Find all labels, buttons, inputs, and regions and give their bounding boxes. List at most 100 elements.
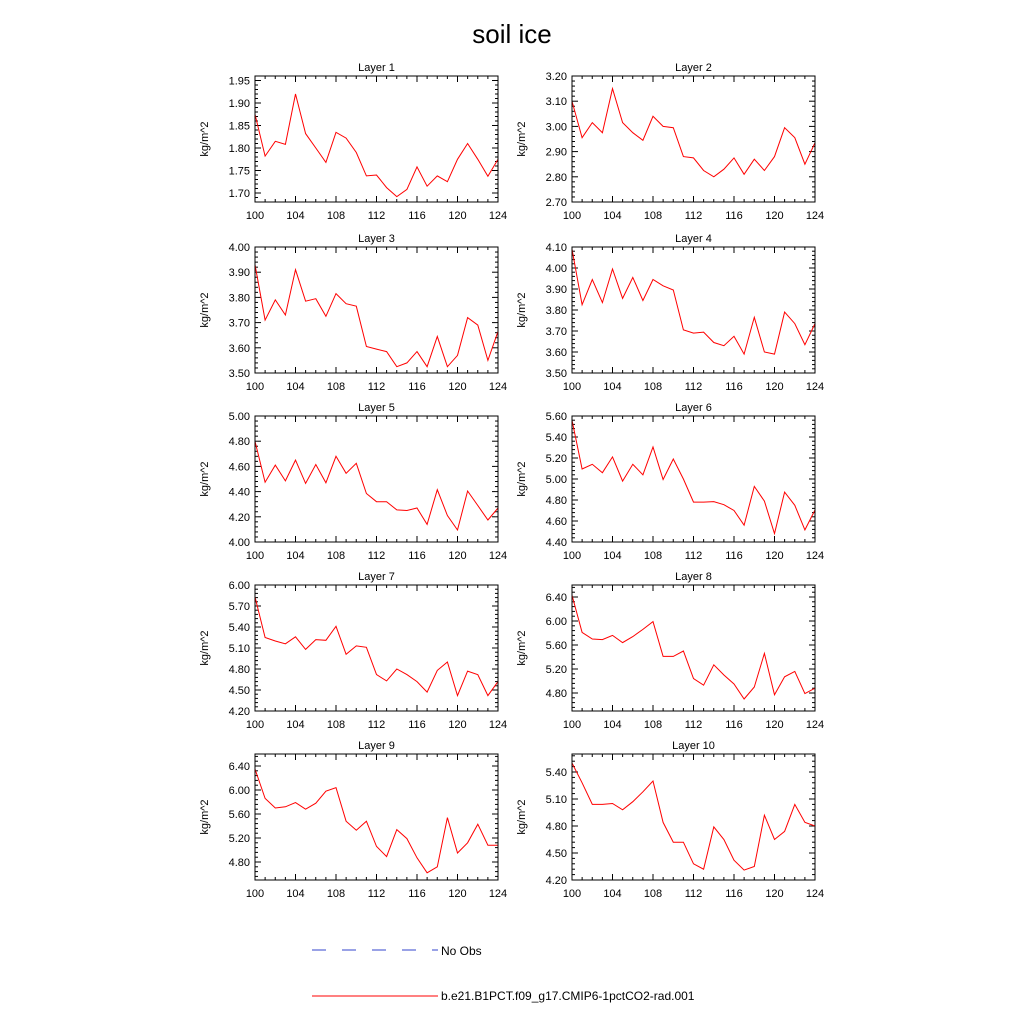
y-tick-label: 3.70 xyxy=(229,318,250,330)
panel-8: Layer 8 100 104 108 112 116 120 124 4.80 5.20 5.60… xyxy=(516,571,824,731)
y-tick-label: 1.95 xyxy=(229,76,250,88)
y-tick-label: 4.00 xyxy=(229,537,250,549)
y-tick-label: 4.40 xyxy=(546,537,567,549)
series-line xyxy=(571,249,816,356)
y-tick-label: 4.80 xyxy=(546,495,567,507)
panel-title: Layer 3 xyxy=(358,233,395,245)
figure-title: soil ice xyxy=(472,19,551,49)
y-tick-label: 4.00 xyxy=(546,263,567,275)
y-tick-label: 3.60 xyxy=(229,343,250,355)
x-tick-label: 124 xyxy=(489,888,507,900)
y-tick-label: 3.90 xyxy=(229,267,250,279)
x-tick-label: 116 xyxy=(408,888,426,900)
y-tick-label: 1.80 xyxy=(229,143,250,155)
x-tick-label: 120 xyxy=(448,381,466,393)
series-line xyxy=(254,596,499,698)
x-tick-label: 104 xyxy=(603,210,621,222)
x-tick-label: 120 xyxy=(765,888,783,900)
panel-1: Layer 1 100 104 108 112 116 120 124 1.70 1.75 1.80… xyxy=(199,62,507,222)
x-tick-label: 124 xyxy=(806,210,824,222)
x-tick-label: 112 xyxy=(685,550,703,562)
x-tick-label: 112 xyxy=(368,719,386,731)
y-tick-label: 4.50 xyxy=(229,685,250,697)
y-tick-label: 3.80 xyxy=(229,292,250,304)
x-tick-label: 100 xyxy=(563,381,581,393)
x-tick-label: 116 xyxy=(725,888,743,900)
legend-label-no-obs: No Obs xyxy=(441,944,482,958)
y-tick-label: 5.60 xyxy=(546,640,567,652)
x-tick-label: 108 xyxy=(327,550,345,562)
x-tick-label: 124 xyxy=(806,381,824,393)
y-tick-label: 2.70 xyxy=(546,197,567,209)
x-tick-label: 116 xyxy=(725,381,743,393)
y-tick-label: 5.00 xyxy=(546,474,567,486)
y-axis-label: kg/m^2 xyxy=(199,799,211,834)
x-tick-label: 108 xyxy=(327,719,345,731)
y-tick-label: 1.90 xyxy=(229,98,250,110)
y-tick-label: 4.80 xyxy=(229,664,250,676)
x-tick-label: 104 xyxy=(603,719,621,731)
x-tick-label: 112 xyxy=(368,210,386,222)
x-tick-label: 100 xyxy=(246,210,264,222)
x-tick-label: 100 xyxy=(563,550,581,562)
panel-grid: Layer 1 100 104 108 112 116 120 124 1.70 1.75 1.80… xyxy=(199,62,824,900)
y-tick-label: 3.70 xyxy=(546,326,567,338)
series-line xyxy=(571,595,816,700)
x-tick-label: 112 xyxy=(685,888,703,900)
x-tick-label: 124 xyxy=(806,550,824,562)
series-line xyxy=(571,86,816,178)
panel-title: Layer 5 xyxy=(358,402,395,414)
panel-6: Layer 6 100 104 108 112 116 120 124 4.40 4.60 4.80… xyxy=(516,402,824,562)
x-tick-label: 116 xyxy=(408,719,426,731)
plot-frame xyxy=(254,75,499,203)
y-tick-label: 5.20 xyxy=(229,833,250,845)
x-tick-label: 108 xyxy=(327,210,345,222)
plot-frame xyxy=(254,246,499,374)
legend-label-run: b.e21.B1PCT.f09_g17.CMIP6-1pctCO2-rad.00… xyxy=(441,989,695,1003)
plot-frame xyxy=(571,415,816,543)
x-tick-label: 124 xyxy=(489,719,507,731)
panel-title: Layer 6 xyxy=(675,402,712,414)
x-tick-label: 124 xyxy=(489,550,507,562)
y-tick-label: 4.60 xyxy=(546,516,567,528)
x-tick-label: 108 xyxy=(644,210,662,222)
y-tick-label: 3.20 xyxy=(546,71,567,83)
x-tick-label: 116 xyxy=(408,210,426,222)
x-tick-label: 104 xyxy=(603,381,621,393)
panel-9: Layer 9 100 104 108 112 116 120 124 4.80 5.20 5.60… xyxy=(199,740,507,900)
x-tick-label: 104 xyxy=(286,888,304,900)
panel-10: Layer 10 100 104 108 112 116 120 124 4.20 4.50 4.8… xyxy=(516,740,824,900)
plot-frame xyxy=(571,584,816,712)
x-tick-label: 120 xyxy=(448,888,466,900)
y-axis-label: kg/m^2 xyxy=(516,292,528,327)
panel-title: Layer 7 xyxy=(358,571,395,583)
y-tick-label: 4.10 xyxy=(546,242,567,254)
x-tick-label: 104 xyxy=(286,719,304,731)
y-tick-label: 5.70 xyxy=(229,601,250,613)
x-tick-label: 100 xyxy=(563,888,581,900)
panel-title: Layer 9 xyxy=(358,740,395,752)
y-tick-label: 5.10 xyxy=(546,794,567,806)
x-tick-label: 100 xyxy=(246,381,264,393)
x-tick-label: 116 xyxy=(725,210,743,222)
x-tick-label: 100 xyxy=(246,888,264,900)
y-tick-label: 5.60 xyxy=(546,411,567,423)
x-tick-label: 108 xyxy=(644,550,662,562)
panel-7: Layer 7 100 104 108 112 116 120 124 4.20 4.50 4.80… xyxy=(199,571,507,731)
plot-frame xyxy=(571,246,816,374)
y-tick-label: 4.40 xyxy=(229,487,250,499)
x-tick-label: 104 xyxy=(286,381,304,393)
y-tick-label: 6.00 xyxy=(229,580,250,592)
panel-3: Layer 3 100 104 108 112 116 120 124 3.50 3.60 3.70… xyxy=(199,233,507,393)
panel-title: Layer 1 xyxy=(358,62,395,74)
plot-frame xyxy=(254,753,499,881)
x-tick-label: 100 xyxy=(563,719,581,731)
x-tick-label: 100 xyxy=(563,210,581,222)
y-tick-label: 5.00 xyxy=(229,411,250,423)
x-tick-label: 112 xyxy=(368,550,386,562)
x-tick-label: 108 xyxy=(644,381,662,393)
y-tick-label: 4.80 xyxy=(229,436,250,448)
y-tick-label: 3.80 xyxy=(546,305,567,317)
y-tick-label: 3.50 xyxy=(546,368,567,380)
y-tick-label: 3.60 xyxy=(546,347,567,359)
